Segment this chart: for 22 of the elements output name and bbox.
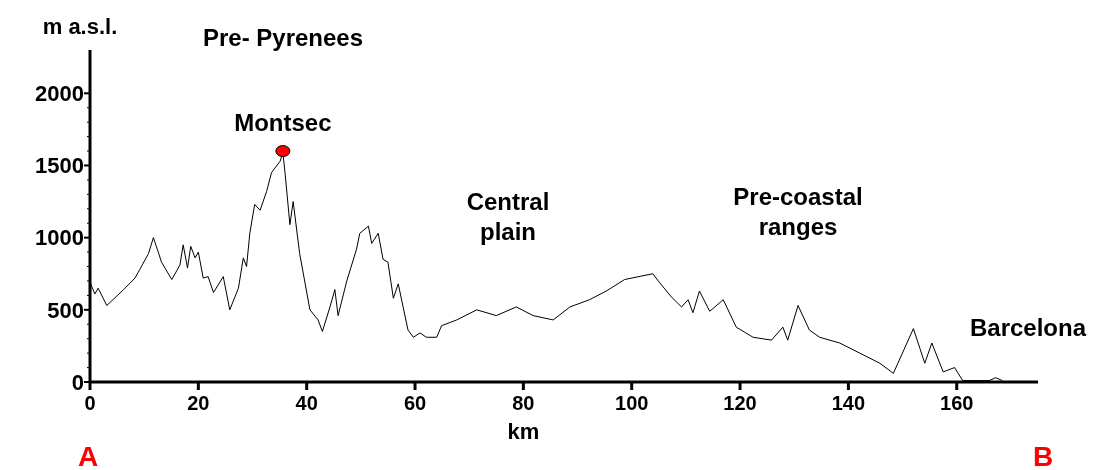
x-tick-label: 100 <box>615 392 649 414</box>
text: A <box>77 441 99 470</box>
annotation: Pre-coastal ranges <box>733 183 863 240</box>
y-tick-label: 1000 <box>35 225 84 251</box>
y-tick-label: 0 <box>71 369 84 395</box>
x-tick-label: 20 <box>187 392 210 414</box>
x-tick-label: 40 <box>295 392 318 414</box>
x-tick-label: 120 <box>723 392 757 414</box>
x-tick-label: 60 <box>403 392 427 414</box>
annotation: Barcelona <box>969 314 1087 341</box>
annotation: Central plain <box>466 188 550 245</box>
x-axis-title: km <box>507 419 540 444</box>
y-tick-label: 500 <box>47 297 84 323</box>
x-tick-label: 140 <box>831 392 866 414</box>
annotation: Pre- Pyrenees <box>202 24 364 51</box>
y-tick-label: 1500 <box>35 153 84 179</box>
y-axis-title: m a.s.l. <box>42 14 118 39</box>
annotation: Montsec <box>234 109 332 137</box>
x-tick-label: 160 <box>940 392 974 414</box>
x-tick-label: 80 <box>512 392 535 414</box>
y-tick-label: 2000 <box>35 81 84 106</box>
text: B <box>1032 441 1054 470</box>
